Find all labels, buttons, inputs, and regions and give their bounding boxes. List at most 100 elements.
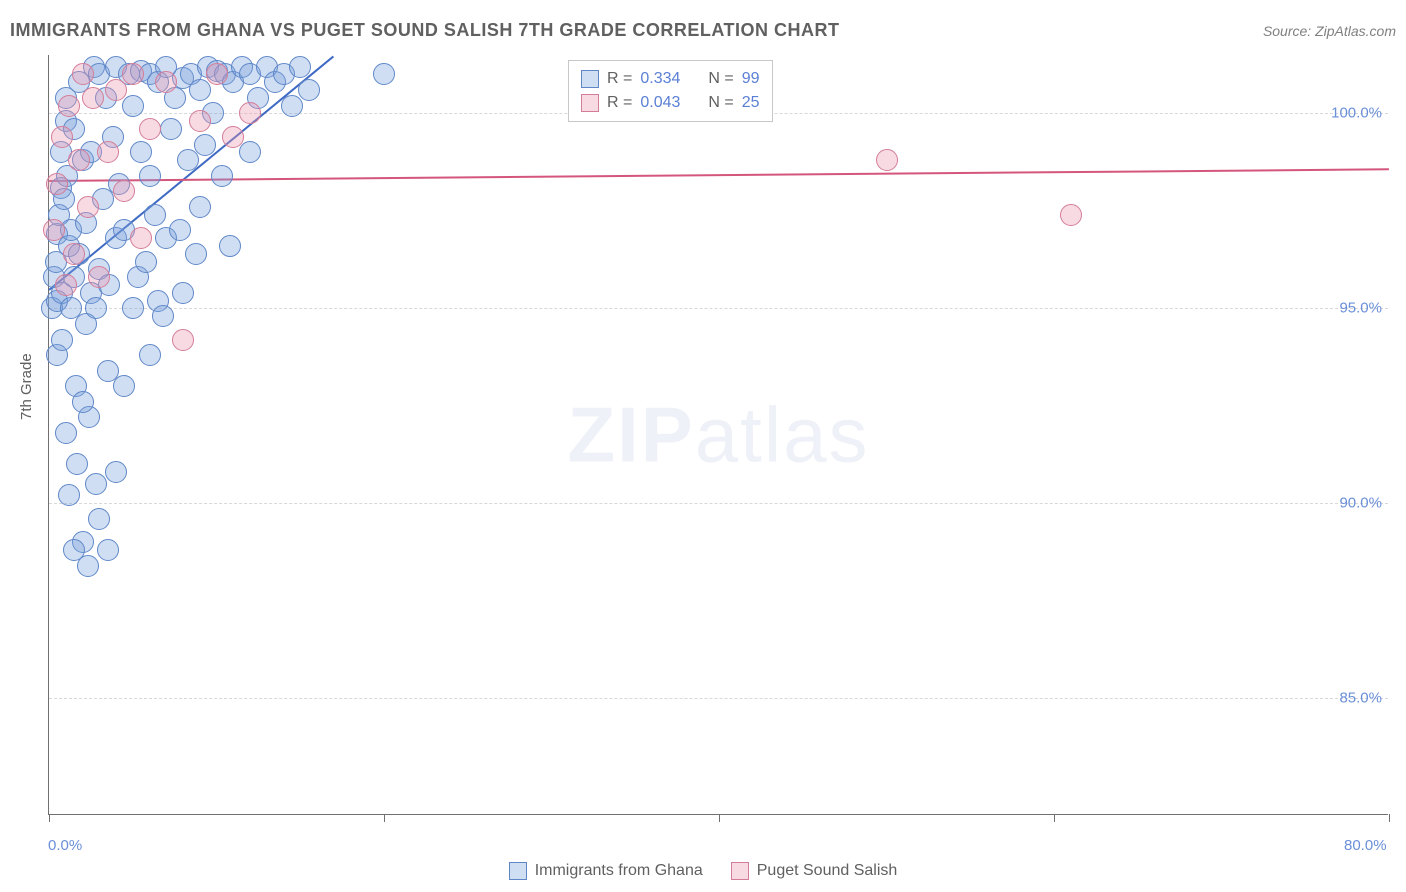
r-value: 0.334	[640, 67, 680, 91]
data-point	[122, 95, 144, 117]
x-tick	[49, 814, 50, 822]
x-tick	[1389, 814, 1390, 822]
data-point	[72, 63, 94, 85]
data-point	[189, 110, 211, 132]
x-tick	[384, 814, 385, 822]
data-point	[139, 165, 161, 187]
trend-line	[49, 168, 1389, 182]
y-tick-label: 85.0%	[1339, 690, 1382, 707]
data-point	[298, 79, 320, 101]
data-point	[876, 149, 898, 171]
data-point	[160, 118, 182, 140]
title-row: IMMIGRANTS FROM GHANA VS PUGET SOUND SAL…	[10, 20, 1396, 41]
data-point	[97, 539, 119, 561]
data-point	[51, 329, 73, 351]
data-point	[82, 87, 104, 109]
data-point	[289, 56, 311, 78]
data-point	[135, 251, 157, 273]
data-point	[43, 219, 65, 241]
bottom-legend: Immigrants from Ghana Puget Sound Salish	[0, 862, 1406, 880]
data-point	[58, 484, 80, 506]
n-value: 99	[742, 67, 760, 91]
legend-label: Immigrants from Ghana	[535, 862, 703, 880]
y-axis-title: 7th Grade	[18, 353, 35, 420]
correlation-legend: R = 0.334 N = 99 R = 0.043 N = 25	[568, 60, 773, 122]
data-point	[373, 63, 395, 85]
x-tick	[1054, 814, 1055, 822]
r-label: R =	[607, 67, 632, 91]
legend-swatch	[581, 94, 599, 112]
data-point	[139, 118, 161, 140]
data-point	[172, 282, 194, 304]
chart-title: IMMIGRANTS FROM GHANA VS PUGET SOUND SAL…	[10, 20, 840, 41]
y-tick-label: 90.0%	[1339, 495, 1382, 512]
data-point	[169, 219, 191, 241]
data-point	[66, 453, 88, 475]
r-value: 0.043	[640, 91, 680, 115]
n-label: N =	[708, 91, 733, 115]
data-point	[122, 297, 144, 319]
data-point	[72, 391, 94, 413]
x-tick-label: 80.0%	[1344, 837, 1387, 854]
y-tick-label: 95.0%	[1339, 300, 1382, 317]
data-point	[55, 274, 77, 296]
data-point	[105, 79, 127, 101]
gridline	[49, 698, 1388, 699]
correlation-legend-row: R = 0.334 N = 99	[581, 67, 760, 91]
n-value: 25	[742, 91, 760, 115]
data-point	[144, 204, 166, 226]
plot-area: ZIPatlas 85.0% 90.0% 95.0% 100.0%	[48, 55, 1388, 815]
legend-item: Immigrants from Ghana	[509, 862, 703, 880]
data-point	[85, 473, 107, 495]
gridline	[49, 308, 1388, 309]
data-point	[113, 375, 135, 397]
data-point	[219, 235, 241, 257]
gridline	[49, 503, 1388, 504]
r-label: R =	[607, 91, 632, 115]
data-point	[122, 63, 144, 85]
data-point	[77, 196, 99, 218]
legend-swatch	[731, 862, 749, 880]
x-tick	[719, 814, 720, 822]
chart-source: Source: ZipAtlas.com	[1263, 23, 1396, 39]
data-point	[189, 79, 211, 101]
data-point	[155, 71, 177, 93]
data-point	[88, 508, 110, 530]
data-point	[239, 141, 261, 163]
data-point	[97, 141, 119, 163]
data-point	[281, 95, 303, 117]
data-point	[46, 173, 68, 195]
n-label: N =	[708, 67, 733, 91]
data-point	[172, 329, 194, 351]
legend-swatch	[509, 862, 527, 880]
data-point	[185, 243, 207, 265]
legend-swatch	[581, 70, 599, 88]
y-tick-label: 100.0%	[1331, 105, 1382, 122]
data-point	[1060, 204, 1082, 226]
data-point	[68, 149, 90, 171]
data-point	[194, 134, 216, 156]
data-point	[77, 555, 99, 577]
correlation-legend-row: R = 0.043 N = 25	[581, 91, 760, 115]
data-point	[130, 227, 152, 249]
legend-item: Puget Sound Salish	[731, 862, 898, 880]
legend-label: Puget Sound Salish	[757, 862, 898, 880]
data-point	[206, 63, 228, 85]
data-point	[139, 344, 161, 366]
data-point	[130, 141, 152, 163]
data-point	[85, 297, 107, 319]
data-point	[51, 126, 73, 148]
data-point	[55, 422, 77, 444]
x-tick-label: 0.0%	[48, 837, 82, 854]
watermark: ZIPatlas	[567, 389, 869, 480]
data-point	[177, 149, 199, 171]
data-point	[211, 165, 233, 187]
data-point	[189, 196, 211, 218]
data-point	[239, 102, 261, 124]
data-point	[63, 243, 85, 265]
data-point	[113, 180, 135, 202]
data-point	[88, 266, 110, 288]
data-point	[152, 305, 174, 327]
data-point	[105, 461, 127, 483]
data-point	[222, 126, 244, 148]
